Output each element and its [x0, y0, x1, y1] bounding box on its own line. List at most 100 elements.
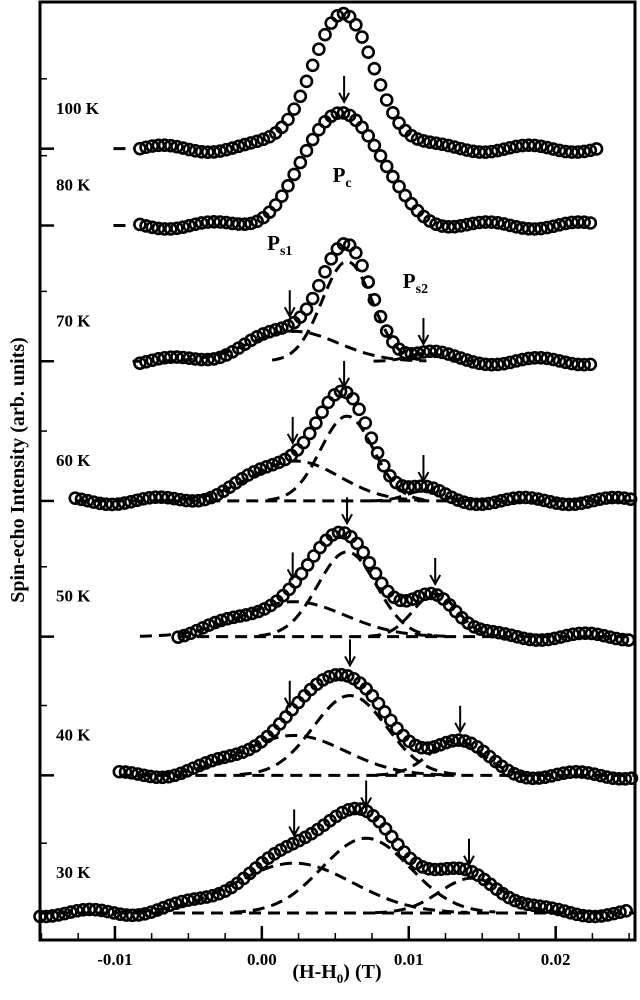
data-point [395, 479, 410, 493]
data-point [503, 140, 517, 155]
data-point [512, 490, 527, 505]
peak-arrow-head [417, 471, 430, 484]
data-point [513, 769, 528, 784]
data-point [497, 217, 511, 231]
data-point [176, 141, 190, 155]
data-point [570, 907, 584, 922]
data-point [293, 89, 308, 104]
data-point [182, 142, 197, 157]
peak-arrow-head [283, 306, 296, 319]
data-point [460, 217, 474, 232]
data-point [231, 139, 246, 154]
data-point [235, 745, 250, 759]
data-point [170, 221, 184, 236]
data-point [404, 196, 419, 211]
data-point [571, 145, 585, 159]
series-70k [132, 237, 598, 372]
data-point [336, 237, 351, 251]
data-point [299, 74, 314, 89]
y-axis-label: Spin-echo Intensity (arb. units) [7, 337, 29, 603]
data-point [194, 144, 209, 159]
data-point [217, 750, 232, 765]
data-point [466, 144, 480, 159]
data-point [219, 142, 234, 157]
data-point [208, 615, 222, 630]
data-point [434, 862, 448, 877]
data-point [558, 355, 573, 370]
data-point [469, 497, 484, 512]
data-point [139, 140, 153, 155]
data-point [170, 350, 184, 364]
data-point [233, 609, 247, 623]
data-point [441, 347, 456, 361]
data-point [139, 354, 153, 369]
temperature-label: 50 K [56, 587, 91, 606]
data-point [534, 139, 548, 154]
data-point [463, 496, 477, 511]
data-point [202, 618, 216, 632]
data-point [560, 628, 574, 643]
data-point [349, 245, 363, 260]
data-point [577, 357, 591, 372]
data-point [605, 490, 619, 505]
data-point [144, 905, 158, 919]
data-point [534, 221, 548, 236]
data-point [606, 771, 620, 785]
data-point [358, 416, 373, 430]
data-point [429, 344, 443, 359]
fit-component-curve [271, 260, 420, 362]
data-point [558, 144, 573, 159]
data-point [70, 903, 84, 918]
data-point [275, 189, 289, 203]
data-point [330, 9, 345, 23]
data-point [541, 632, 556, 647]
data-point [349, 18, 363, 32]
data-point [447, 219, 462, 234]
data-point [299, 302, 314, 316]
data-point [179, 493, 194, 508]
data-point [593, 768, 608, 783]
data-point [176, 220, 190, 234]
data-point [529, 633, 543, 647]
data-point [490, 216, 505, 230]
data-point [546, 219, 561, 234]
data-point [514, 895, 529, 910]
data-point [275, 321, 289, 335]
data-point [193, 891, 208, 905]
data-point [507, 766, 522, 781]
data-point [398, 345, 413, 360]
data-point [481, 496, 496, 511]
fit-component-curve [139, 600, 446, 638]
peak-arrow-head [429, 574, 442, 587]
data-point [576, 908, 590, 923]
data-point [256, 327, 271, 341]
data-point [421, 741, 435, 755]
data-point [213, 350, 227, 365]
data-point [170, 139, 184, 154]
data-point [583, 216, 598, 230]
data-point [599, 770, 614, 784]
data-point [139, 219, 153, 233]
data-point [587, 767, 602, 781]
data-point [537, 493, 552, 508]
data-point [581, 766, 596, 780]
peak-arrow-head [288, 825, 301, 838]
data-point [618, 771, 633, 786]
data-point [435, 137, 450, 152]
peak-arrow-head [417, 334, 430, 347]
data-point [546, 352, 561, 367]
data-point [552, 143, 567, 158]
data-point [296, 435, 311, 450]
data-point [563, 905, 578, 920]
data-point [445, 734, 460, 748]
data-point [373, 149, 388, 163]
data-point [302, 426, 317, 441]
data-point [123, 494, 138, 509]
data-point [156, 900, 171, 915]
data-point [287, 167, 301, 182]
data-point [309, 416, 323, 430]
data-point [150, 903, 165, 917]
data-point [176, 350, 190, 365]
data-point [341, 803, 356, 817]
data-point [356, 545, 371, 560]
